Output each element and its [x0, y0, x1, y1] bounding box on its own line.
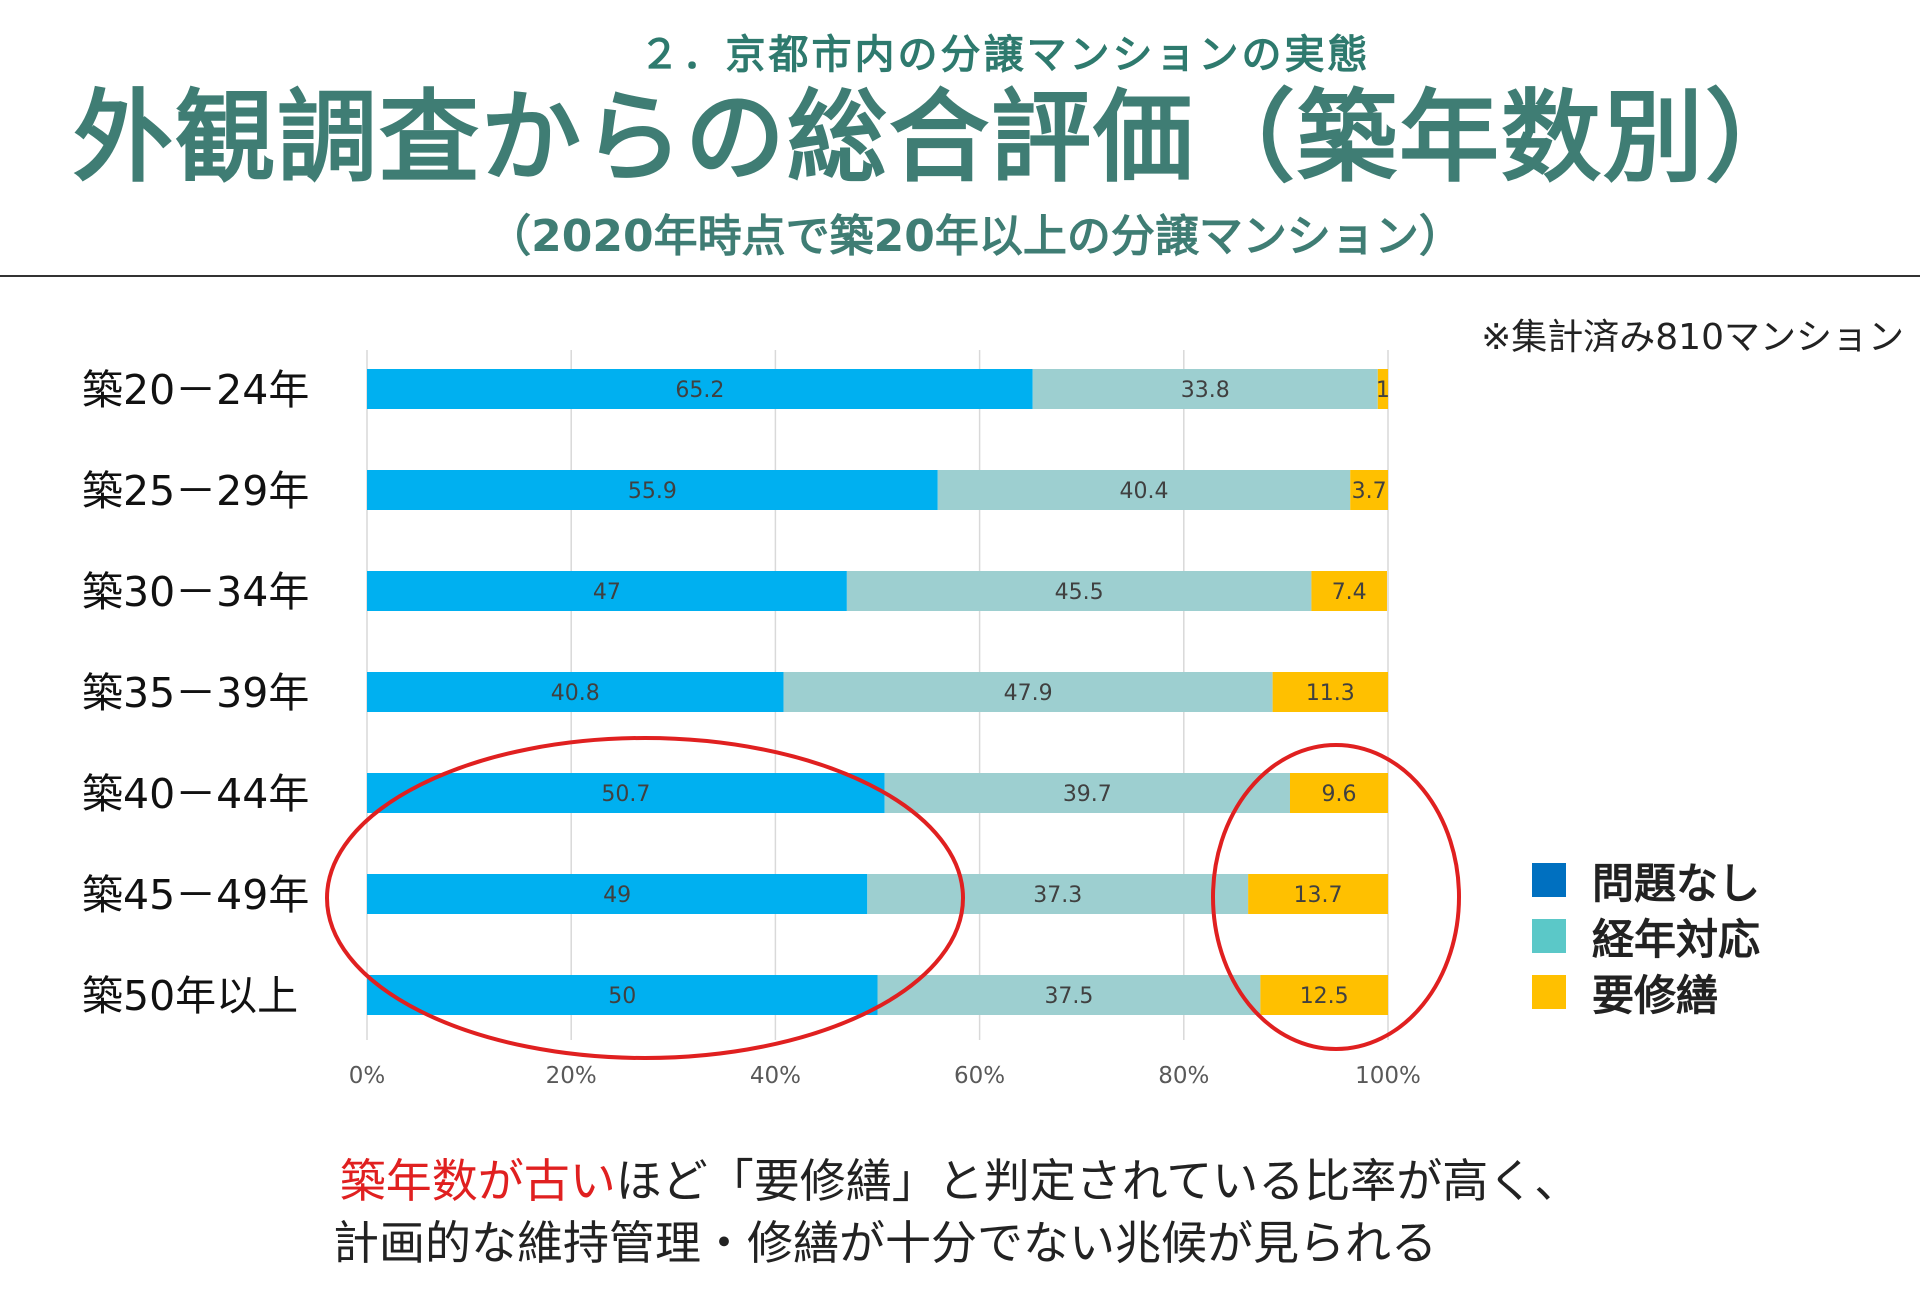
legend-swatch-no-problem — [1532, 863, 1566, 897]
legend-item-no-problem: 問題なし — [1532, 852, 1760, 908]
header-divider — [0, 275, 1920, 277]
conclusion-line2: 計画的な維持管理・修繕が十分でない兆候が見られる — [333, 1216, 1437, 1270]
bar-segment — [1311, 571, 1387, 611]
bar-segment — [1289, 773, 1388, 813]
data-label: 37.3 — [1033, 883, 1082, 908]
x-tick-label: 20% — [546, 1063, 597, 1089]
data-label: 49 — [603, 883, 631, 908]
highlight-ellipse-right — [1211, 743, 1461, 1051]
data-label: 39.7 — [1063, 782, 1112, 807]
bar-segment — [367, 571, 847, 611]
legend-swatch-aging — [1532, 919, 1566, 953]
data-label: 65.2 — [675, 378, 724, 403]
legend-label: 要修繕 — [1592, 970, 1719, 1020]
data-label: 55.9 — [628, 479, 677, 504]
bar-segment — [1272, 672, 1388, 712]
x-tick-label: 0% — [349, 1063, 386, 1089]
bar-segment — [1248, 874, 1388, 914]
data-label: 11.3 — [1306, 681, 1355, 706]
data-label: 33.8 — [1181, 378, 1230, 403]
legend-label: 問題なし — [1592, 858, 1761, 908]
bar-segment — [1350, 470, 1388, 510]
bar-segment — [367, 975, 878, 1015]
data-label: 9.6 — [1321, 782, 1356, 807]
x-tick-label: 80% — [1158, 1063, 1209, 1089]
bar-segment — [367, 874, 868, 914]
data-label: 13.7 — [1294, 883, 1343, 908]
data-label: 1 — [1376, 378, 1390, 403]
aggregate-note: ※集計済み810マンション — [1481, 317, 1904, 358]
highlight-ellipse-left — [325, 736, 965, 1060]
bar-segment — [1260, 975, 1388, 1015]
conclusion-line1: ほど「要修繕」と判定されている比率が高く、 — [615, 1154, 1581, 1208]
data-label: 50.7 — [601, 782, 650, 807]
bar-segment — [937, 470, 1351, 510]
bar-segment — [367, 672, 784, 712]
category-label: 築50年以上 — [82, 972, 298, 1020]
category-label: 築20－24年 — [82, 366, 309, 414]
category-label: 築40－44年 — [82, 770, 309, 818]
legend-item-aging: 経年対応 — [1532, 908, 1760, 964]
legend-item-repair: 要修繕 — [1532, 964, 1760, 1020]
data-label: 40.4 — [1119, 479, 1168, 504]
legend-label: 経年対応 — [1592, 914, 1761, 964]
data-label: 40.8 — [551, 681, 600, 706]
data-label: 3.7 — [1352, 479, 1387, 504]
bar-segment — [846, 571, 1312, 611]
legend-swatch-repair — [1532, 975, 1566, 1009]
page-title: 外観調査からの総合評価（築年数別） — [73, 79, 1807, 196]
data-label: 45.5 — [1055, 580, 1104, 605]
category-label: 築35－39年 — [82, 669, 309, 717]
bar-segment — [367, 470, 938, 510]
data-label: 7.4 — [1332, 580, 1367, 605]
bar-segment — [367, 773, 885, 813]
data-label: 47 — [593, 580, 621, 605]
section-subtitle: ２．京都市内の分譲マンションの実態 — [639, 32, 1371, 78]
chart-legend: 問題なし 経年対応 要修繕 — [1532, 852, 1760, 1020]
bar-segment — [1377, 369, 1388, 409]
conclusion-text: 築年数が古いほど「要修繕」と判定されている比率が高く、 計画的な維持管理・修繕が… — [0, 1150, 1920, 1274]
bar-segment — [783, 672, 1273, 712]
x-tick-label: 100% — [1355, 1063, 1421, 1089]
bar-segment — [877, 975, 1261, 1015]
category-label: 築30－34年 — [82, 568, 309, 616]
x-tick-label: 40% — [750, 1063, 801, 1089]
data-label: 50 — [608, 984, 636, 1009]
data-label: 12.5 — [1300, 984, 1349, 1009]
data-label: 37.5 — [1044, 984, 1093, 1009]
conclusion-highlight: 築年数が古い — [339, 1154, 616, 1208]
category-label: 築45－49年 — [82, 871, 309, 919]
x-tick-label: 60% — [954, 1063, 1005, 1089]
category-label: 築25－29年 — [82, 467, 309, 515]
bar-segment — [367, 369, 1033, 409]
condition-subtitle: （2020年時点で築20年以上の分譲マンション） — [487, 211, 1463, 262]
bar-segment — [884, 773, 1290, 813]
data-label: 47.9 — [1004, 681, 1053, 706]
bar-segment — [867, 874, 1249, 914]
bar-segment — [1032, 369, 1378, 409]
